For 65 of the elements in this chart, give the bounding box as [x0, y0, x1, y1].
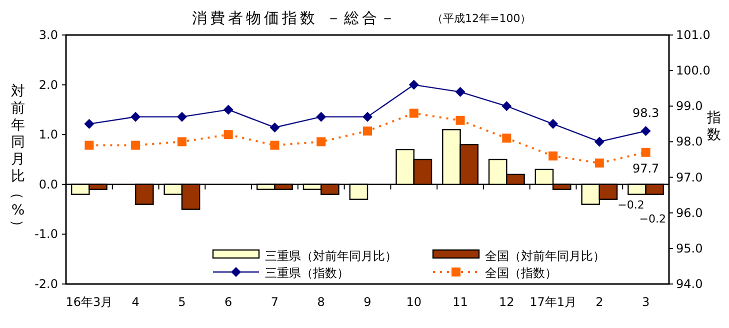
y2-tick-label: 94.0 — [676, 277, 703, 291]
data-label: 97.7 — [632, 161, 660, 176]
point — [224, 130, 233, 140]
y-tick-label: 0.0 — [38, 177, 58, 192]
point — [270, 140, 280, 150]
y2-tick-label: 100.0 — [676, 64, 710, 78]
point — [456, 116, 465, 125]
y-tick-label: 1.0 — [38, 128, 58, 142]
point — [502, 101, 512, 112]
y2-tick-label: 95.0 — [676, 241, 703, 256]
x-tick-label: 12 — [499, 295, 514, 309]
point — [270, 122, 280, 132]
x-tick-label: 8 — [317, 295, 325, 309]
y2-tick-label: 99.0 — [676, 99, 703, 114]
x-tick-label: 2 — [596, 295, 604, 309]
text: 対前年同月比（%） — [9, 84, 25, 234]
chart-subtitle: （平成12年=100） — [432, 12, 532, 25]
point — [176, 112, 187, 122]
y-tick-label: 2.0 — [38, 78, 58, 92]
x-tick-label: 3 — [642, 295, 650, 309]
x-tick-label: 17年1月 — [530, 295, 576, 309]
point — [223, 104, 234, 115]
y2-tick-label: 96.0 — [676, 206, 703, 220]
data-label: 98.3 — [632, 106, 660, 120]
point — [408, 80, 419, 90]
x-tick-label: 16年3月 — [66, 295, 113, 309]
x-tick-label: 6 — [224, 295, 232, 309]
x-tick-label: 7 — [270, 295, 279, 309]
y2-tick-label: 97.0 — [676, 170, 703, 184]
chart-title: 消費者物価指数 －総合－ — [192, 9, 398, 27]
point — [640, 126, 651, 136]
point — [548, 151, 558, 160]
legend-label: 三重県（指数） — [265, 266, 349, 280]
y2-axis-title: 指数 — [706, 110, 721, 143]
point — [131, 140, 140, 150]
x-tick-label: 9 — [364, 295, 372, 309]
point — [594, 158, 604, 168]
point — [84, 140, 94, 150]
point — [316, 137, 326, 146]
y-tick-label: -1.0 — [34, 227, 58, 242]
y2-tick-label: 101.0 — [676, 28, 710, 42]
point — [316, 112, 326, 122]
point — [362, 112, 372, 122]
y2-tick-label: 98.0 — [676, 134, 703, 149]
point — [548, 118, 558, 129]
y-tick-label: 3.0 — [38, 28, 58, 42]
point — [594, 136, 604, 147]
data-label: −0.2 — [639, 212, 666, 226]
legend-label: 三重県（対前年同月比） — [265, 249, 397, 263]
y-tick-label: -2.0 — [34, 277, 58, 291]
data-label: −0.2 — [618, 198, 644, 212]
x-tick-label: 10 — [406, 295, 422, 309]
point — [177, 137, 186, 146]
point — [641, 148, 650, 157]
point — [363, 126, 372, 136]
point — [502, 134, 512, 143]
x-tick-label: 4 — [132, 295, 140, 309]
x-tick-label: 11 — [452, 295, 468, 309]
point — [84, 118, 94, 129]
point — [409, 108, 418, 118]
point — [455, 86, 466, 97]
x-tick-label: 5 — [178, 295, 186, 309]
legend-label: 全国（対前年同月比） — [485, 249, 605, 263]
legend-label: 全国（指数） — [485, 266, 557, 280]
point — [130, 112, 141, 122]
